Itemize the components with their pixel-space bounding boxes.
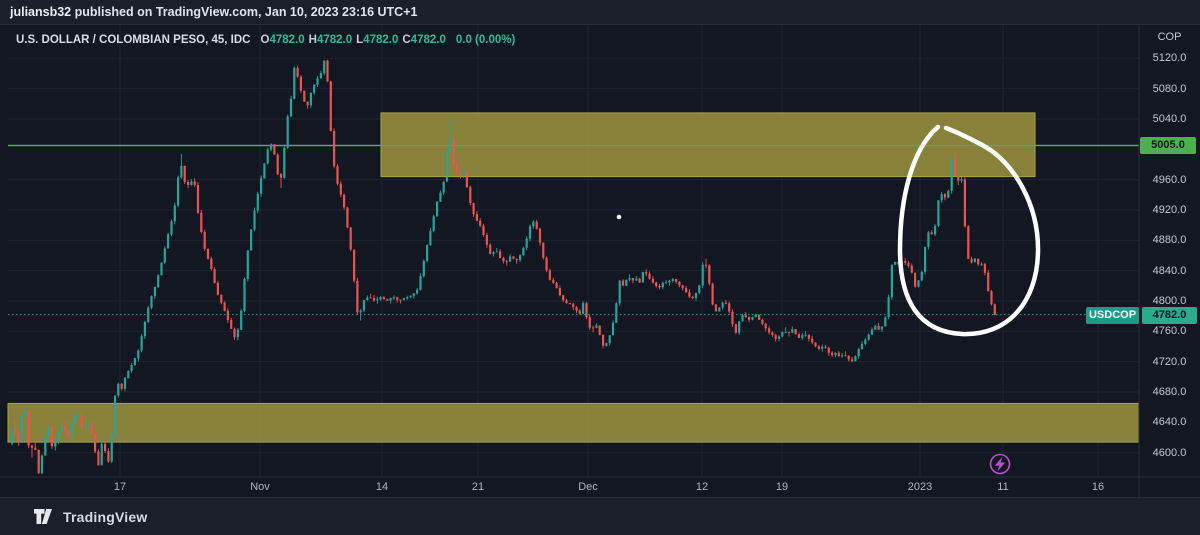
time-axis-label: 17 bbox=[113, 481, 127, 493]
supply-zone bbox=[380, 112, 1036, 178]
tradingview-brand-text[interactable]: TradingView bbox=[63, 508, 148, 525]
ohlc-values: O4782.0 H4782.0 L4782.0 C4782.0 bbox=[257, 34, 446, 46]
time-axis-label: 16 bbox=[1091, 481, 1105, 493]
supply-demand-zones bbox=[7, 112, 1140, 443]
price-axis-label: 5080.0 bbox=[1152, 83, 1187, 95]
attribution-text: published on TradingView.com, Jan 10, 20… bbox=[71, 5, 418, 19]
demand-zone bbox=[7, 402, 1140, 443]
price-axis-label: 4600.0 bbox=[1152, 447, 1187, 459]
symbol-title: U.S. DOLLAR / COLOMBIAN PESO, 45, IDC bbox=[16, 34, 251, 46]
axis-frame bbox=[0, 25, 1200, 497]
ohlc-key: L bbox=[356, 34, 364, 46]
white-dot-annotation bbox=[616, 214, 622, 220]
time-axis-label: Dec bbox=[578, 481, 598, 493]
candlestick-series bbox=[11, 59, 996, 475]
time-axis-label: 14 bbox=[375, 481, 389, 493]
price-axis-label: 4760.0 bbox=[1152, 325, 1187, 337]
symbol-legend[interactable]: U.S. DOLLAR / COLOMBIAN PESO, 45, IDC O4… bbox=[16, 34, 515, 46]
ohlc-value: 4782.0 bbox=[316, 34, 353, 46]
time-axis[interactable]: 17 Nov 14 21 Dec 12 19 2023 11 16 bbox=[0, 477, 1139, 497]
price-level-lines bbox=[8, 144, 1139, 316]
price-axis-label: 5120.0 bbox=[1152, 52, 1187, 64]
price-axis-label: 4840.0 bbox=[1152, 265, 1187, 277]
resistance-price-badge: 5005.0 bbox=[1140, 137, 1196, 154]
price-axis-label: 4680.0 bbox=[1152, 386, 1187, 398]
time-axis-label: 19 bbox=[775, 481, 789, 493]
price-axis-label: 5040.0 bbox=[1152, 113, 1187, 125]
hand-drawn-circle bbox=[897, 124, 1041, 337]
tradingview-logo-icon[interactable] bbox=[34, 509, 55, 524]
price-axis-label: 4720.0 bbox=[1152, 356, 1187, 368]
attribution-bar: juliansb32 published on TradingView.com,… bbox=[0, 0, 1200, 25]
price-axis-unit: COP bbox=[1157, 31, 1182, 43]
ohlc-key: H bbox=[308, 34, 317, 46]
flash-event-icon bbox=[989, 453, 1011, 475]
ohlc-value: 4782.0 bbox=[269, 34, 305, 46]
ohlc-key: O bbox=[260, 34, 270, 46]
symbol-price-label: USDCOP bbox=[1086, 307, 1139, 324]
change-value: 0.0 (0.00%) bbox=[455, 34, 516, 46]
ohlc-value: 4782.0 bbox=[363, 34, 399, 46]
author-username: juliansb32 bbox=[10, 5, 72, 19]
ohlc-key: C bbox=[402, 34, 411, 46]
time-axis-label: 21 bbox=[471, 481, 485, 493]
time-axis-label: 12 bbox=[695, 481, 709, 493]
time-axis-label: 11 bbox=[997, 481, 1009, 493]
drawn-annotations bbox=[616, 124, 1041, 475]
price-axis-label: 4640.0 bbox=[1152, 416, 1187, 428]
price-axis-label: 4800.0 bbox=[1152, 295, 1187, 307]
price-axis-label: 4880.0 bbox=[1152, 234, 1187, 246]
time-axis-label: 2023 bbox=[907, 481, 933, 493]
last-price-badge: 4782.0 bbox=[1142, 307, 1197, 324]
ohlc-value: 4782.0 bbox=[410, 34, 446, 46]
time-axis-label: Nov bbox=[250, 481, 270, 493]
footer-bar: TradingView bbox=[0, 497, 1200, 535]
price-axis-label: 4920.0 bbox=[1152, 204, 1187, 216]
price-axis-label: 4960.0 bbox=[1152, 174, 1187, 186]
